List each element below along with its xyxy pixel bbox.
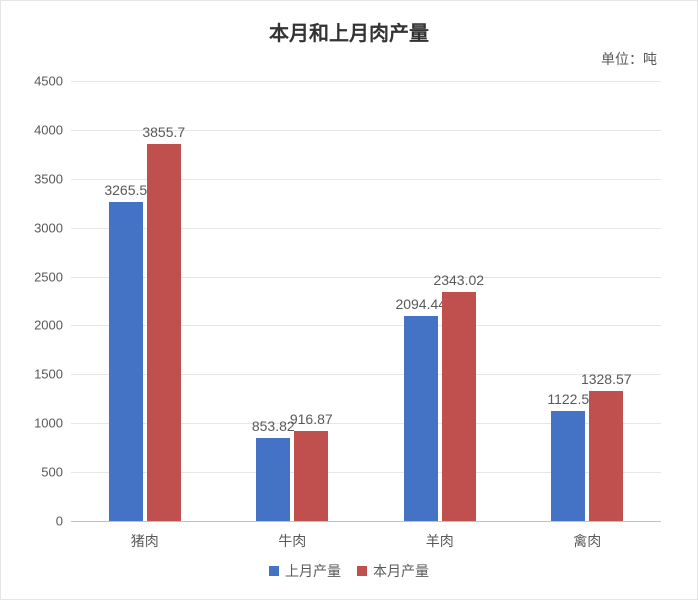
- category-label: 猪肉: [131, 531, 159, 551]
- y-tick-label: 2500: [34, 269, 63, 284]
- bar: 1328.57: [589, 391, 623, 521]
- category-label: 牛肉: [278, 531, 306, 551]
- bar-value-label: 1328.57: [581, 371, 632, 387]
- chart-title: 本月和上月肉产量: [1, 17, 697, 46]
- bar: 916.87: [294, 431, 328, 521]
- y-tick-label: 3500: [34, 171, 63, 186]
- bar: 3855.7: [147, 144, 181, 521]
- bar-value-label: 3855.7: [142, 124, 185, 140]
- chart-container: 本月和上月肉产量 单位：吨 05001000150020002500300035…: [0, 0, 698, 600]
- grid-line: [71, 81, 661, 82]
- bar: 2094.44: [404, 316, 438, 521]
- y-tick-label: 2000: [34, 318, 63, 333]
- y-tick-label: 1500: [34, 367, 63, 382]
- y-tick-label: 1000: [34, 416, 63, 431]
- category-label: 禽肉: [573, 531, 601, 551]
- legend-swatch: [357, 566, 367, 576]
- legend-swatch: [269, 566, 279, 576]
- bar: 1122.5: [551, 411, 585, 521]
- bar: 2343.02: [442, 292, 476, 521]
- legend-item: 本月产量: [357, 561, 429, 581]
- bar-value-label: 2343.02: [433, 272, 484, 288]
- y-tick-label: 4000: [34, 122, 63, 137]
- y-tick-label: 500: [41, 465, 63, 480]
- chart-subtitle: 单位：吨: [601, 49, 657, 69]
- legend-label: 本月产量: [373, 561, 429, 581]
- bar-value-label: 3265.5: [104, 182, 147, 198]
- y-tick-label: 4500: [34, 74, 63, 89]
- y-tick-label: 0: [56, 514, 63, 529]
- y-tick-label: 3000: [34, 220, 63, 235]
- bar: 853.82: [256, 438, 290, 521]
- bar-value-label: 853.82: [252, 418, 295, 434]
- legend-item: 上月产量: [269, 561, 341, 581]
- legend: 上月产量 本月产量: [1, 561, 697, 581]
- bar-value-label: 1122.5: [547, 391, 589, 407]
- category-label: 羊肉: [426, 531, 454, 551]
- bar-value-label: 916.87: [290, 411, 333, 427]
- legend-label: 上月产量: [285, 561, 341, 581]
- plot-area: 050010001500200025003000350040004500猪肉32…: [71, 81, 661, 522]
- bar: 3265.5: [109, 202, 143, 521]
- bar-value-label: 2094.44: [395, 296, 446, 312]
